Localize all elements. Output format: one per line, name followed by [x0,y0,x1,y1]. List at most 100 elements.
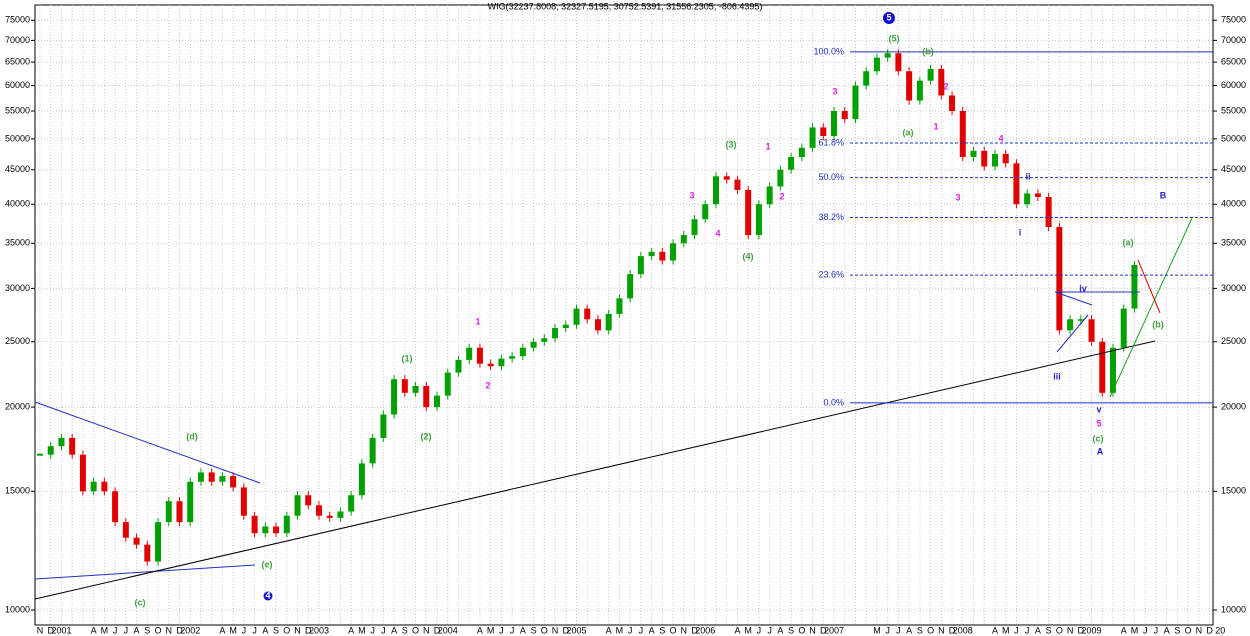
wave-label: ii [1025,171,1030,181]
wave-label: (a) [1123,237,1134,247]
wave-label: (1) [402,353,413,363]
x-tick-label: A [1164,625,1170,635]
candle [831,110,838,136]
wave-label: v [1096,404,1101,414]
wave-label: 1 [933,121,938,131]
candle [949,95,956,111]
wave-label: (5) [889,33,900,43]
x-tick-label: M [744,625,752,635]
x-tick-label: J [242,625,247,635]
candle [906,71,913,101]
chart-title: WIG(32237.8008, 32327.5195, 30752.5391, … [488,1,763,11]
candle [938,68,945,96]
x-tick-label: N [423,625,430,635]
candle [519,347,526,357]
candle [927,68,934,81]
candle [873,57,880,72]
x-tick-label: S [144,625,150,635]
x-tick-label: M [1002,625,1010,635]
trend-line [1056,314,1089,353]
x-tick-label: J [499,625,504,635]
y2-tick-label: 75000 [1221,15,1246,25]
wave-label: (4) [743,251,754,261]
candle [58,437,65,447]
candle [1077,319,1084,321]
x-tick-label: M [229,625,237,635]
x-tick-label: J [1154,625,1159,635]
wave-circle [883,12,895,24]
candle [101,481,108,492]
candle [1110,347,1116,393]
y-tick-label: 10000 [5,604,30,614]
y-tick-label: 45000 [5,164,30,174]
x-tick-label: 2001 [51,625,71,635]
wave-label: (3) [726,139,737,149]
y2-tick-label: 70000 [1221,35,1246,45]
y-tick-label: 20000 [5,401,30,411]
candle [369,437,376,464]
candle [466,347,473,360]
candle [133,537,140,545]
candle [541,338,548,342]
candle [680,235,687,244]
x-tick-label: N [809,625,816,635]
x-tick-label: 2004 [438,625,458,635]
x-tick-label: S [659,625,665,635]
x-tick-label: 2007 [824,625,844,635]
y-tick-label: 25000 [5,336,30,346]
candle [1099,341,1106,393]
candle [605,313,612,331]
x-tick-label: D [434,625,441,635]
candle [283,515,290,534]
x-tick-label: N [37,625,44,635]
x-tick-label: O [541,625,548,635]
candle [348,495,355,512]
trend-line [34,564,256,580]
candle [659,251,666,261]
candle [434,395,441,408]
x-tick-label: S [273,625,279,635]
candle [197,472,204,482]
candle [380,414,387,438]
candle [391,379,398,415]
x-tick-label: S [1046,625,1052,635]
x-tick-label: N [1067,625,1074,635]
x-tick-label: 2009 [1082,625,1102,635]
wave-circle [263,591,273,601]
x-tick-label: A [91,625,97,635]
y-tick-label: 55000 [5,105,30,115]
candle [444,372,451,396]
x-tick-label: 2005 [566,625,586,635]
x-tick-label: 2006 [695,625,715,635]
x-tick-label: S [402,625,408,635]
x-tick-label: O [1185,625,1192,635]
x-tick-label: J [113,625,118,635]
candle [648,251,655,257]
y2-tick-label: 25000 [1221,336,1246,346]
candle [498,358,505,367]
candle [637,256,644,275]
x-tick-label: J [370,625,375,635]
x-tick-label: 2002 [180,625,200,635]
x-tick-label: 20 [1215,625,1225,635]
x-tick-label: J [510,625,515,635]
wave-label: 1 [475,316,480,326]
x-tick-label: M [873,625,881,635]
wave-label: (2) [421,431,432,441]
candle [584,308,591,320]
fib-label: 23.6% [818,270,844,280]
wave-label: (b) [1152,319,1164,329]
wave-label: (d) [186,431,198,441]
wave-label: (a) [903,127,914,137]
candle [1024,193,1031,205]
x-tick-label: D [949,625,956,635]
y2-tick-label: 50000 [1221,133,1246,143]
candle [1013,163,1020,205]
candle [970,150,977,158]
x-tick-label: D [47,625,54,635]
wave-label: iii [1053,371,1061,381]
candle [1045,196,1052,228]
x-tick-label: N [166,625,173,635]
candle [69,437,76,455]
x-tick-label: A [992,625,998,635]
